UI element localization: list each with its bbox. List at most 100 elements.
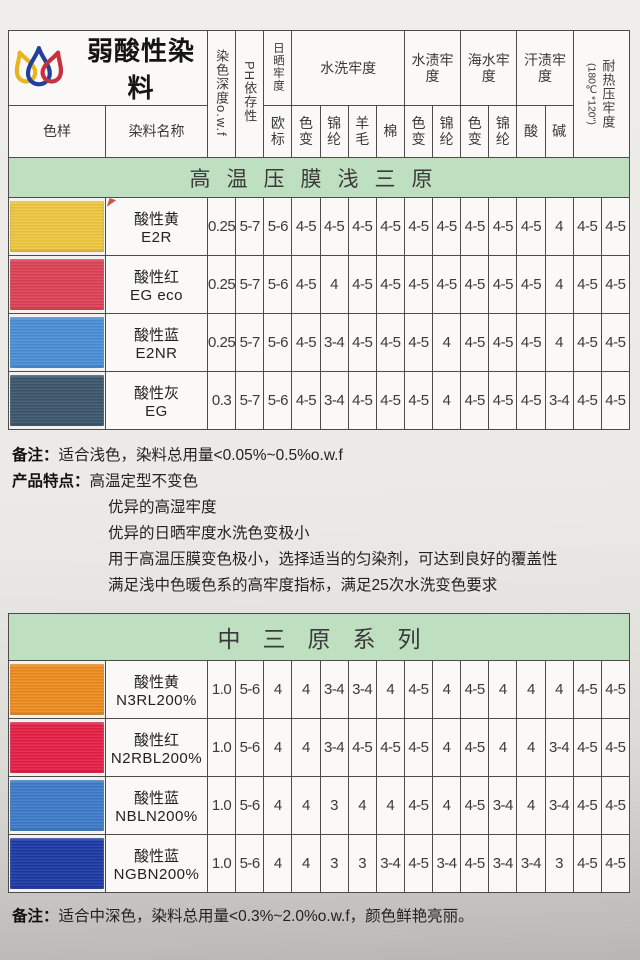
fastness-value: 4-5 xyxy=(600,776,631,835)
fastness-value: 4-5 xyxy=(291,255,321,314)
fabric-swatch xyxy=(10,780,104,831)
fastness-value: 4-5 xyxy=(347,197,377,256)
fastness-value: 3-4 xyxy=(544,718,574,777)
fastness-value: 4-5 xyxy=(291,197,321,256)
subcol-nylon: 锦纶 xyxy=(319,105,349,158)
subcol-cotton: 棉 xyxy=(375,105,405,158)
dye-table-1: 弱酸性染料 染色深度o.w.f PH依存性 日晒牢度 水洗牢度 水渍牢度 海水牢… xyxy=(7,30,631,430)
color-swatch-cell xyxy=(8,371,106,430)
table1-notes: 备注：适合浅色，染料总用量<0.05%~0.5%o.w.f 产品特点：高温定型不… xyxy=(8,430,632,613)
fastness-value: 4 xyxy=(319,255,349,314)
subcol-eu-standard: 欧标 xyxy=(263,105,293,158)
fastness-value: 5-6 xyxy=(263,197,293,256)
color-swatch-cell xyxy=(8,660,106,719)
fastness-value: 4-5 xyxy=(460,255,490,314)
table-row: 酸性红 EG eco 0.25 5-7 5-6 4-5 4 4-5 4-5 4-5 4-5 4-5 4-… xyxy=(8,255,631,314)
fastness-value: 3-4 xyxy=(319,371,349,430)
fastness-value: 3-4 xyxy=(544,776,574,835)
col-heatpress-fastness: (180℃*120") 耐热压牢度 xyxy=(572,30,631,158)
fastness-value: 5-7 xyxy=(235,313,265,372)
fastness-value: 4-5 xyxy=(600,197,631,256)
fastness-value: 4-5 xyxy=(572,660,602,719)
subcol-color-change: 色变 xyxy=(403,105,434,158)
fastness-value: 4 xyxy=(263,834,293,893)
color-swatch-cell xyxy=(8,834,106,893)
dye-name-cell: 酸性红 N2RBL200% xyxy=(105,718,208,777)
dye-name-cn: 酸性灰 xyxy=(134,384,180,402)
fastness-value: 4 xyxy=(291,776,321,835)
series-banner-2: 中三原系列 xyxy=(8,613,630,661)
dye-name-cell: 酸性黄 E2R xyxy=(104,197,209,256)
fastness-value: 4-5 xyxy=(403,313,434,372)
fastness-value: 4-5 xyxy=(347,718,377,777)
dye-name-cn: 酸性红 xyxy=(134,268,180,286)
features-line: 产品特点：高温定型不变色 xyxy=(12,469,630,495)
features-label: 产品特点： xyxy=(12,473,90,490)
col-sample: 色样 xyxy=(8,105,106,158)
feature-text: 用于高温压膜变色极小，选择适当的匀染剂，可达到良好的覆盖性 xyxy=(108,551,558,568)
table-row: 酸性蓝 E2NR 0.25 5-7 5-6 4-5 3-4 4-5 4-5 4-5 4 4-5 4-5 4… xyxy=(8,313,631,372)
fastness-value: 4 xyxy=(432,313,462,372)
fastness-value: 4-5 xyxy=(347,313,377,372)
fastness-value: 3-4 xyxy=(347,660,377,719)
dye-name-code: N2RBL200% xyxy=(110,749,203,767)
table-row: 酸性红 N2RBL200% 1.0 5-6 4 4 3-4 4-5 4-5 4-5 4 4-5 4 4 3-… xyxy=(8,718,631,777)
fastness-value: 4 xyxy=(431,660,462,719)
fastness-value: 5-6 xyxy=(263,255,293,314)
color-swatch-cell xyxy=(8,718,106,777)
dye-name-cell: 酸性蓝 NGBN200% xyxy=(105,834,208,893)
fastness-value: 3-4 xyxy=(488,834,518,893)
fastness-value: 4-5 xyxy=(291,313,321,372)
series-banner-1: 高温压膜浅三原 xyxy=(8,157,630,198)
fastness-value: 4-5 xyxy=(572,718,602,777)
table-row: 酸性黄 E2R 0.25 5-7 5-6 4-5 4-5 4-5 4-5 4-5 4-5 4-5 4-5… xyxy=(8,197,631,256)
fastness-value: 1.0 xyxy=(206,776,237,835)
dye-name-cell: 酸性蓝 E2NR xyxy=(104,313,209,372)
fastness-value: 4 xyxy=(263,660,293,719)
fastness-value: 5-7 xyxy=(235,371,265,430)
fabric-swatch xyxy=(10,375,104,426)
dye-name-cn: 酸性蓝 xyxy=(133,847,179,865)
table-row: 酸性蓝 NBLN200% 1.0 5-6 4 4 3 4 4 4-5 4 4-5 3-4 4 3-4 4-5 4… xyxy=(8,776,631,835)
col-wash-fastness: 水洗牢度 xyxy=(291,30,405,106)
table2-note: 备注：适合中深色，染料总用量<0.3%~2.0%o.w.f，颜色鲜艳亮丽。 xyxy=(8,893,632,929)
fastness-value: 4 xyxy=(375,660,405,719)
fastness-value: 5-7 xyxy=(235,255,265,314)
fabric-swatch xyxy=(10,259,104,310)
fastness-value: 5-6 xyxy=(235,834,265,893)
fastness-value: 4-5 xyxy=(375,255,405,314)
remark-text: 适合浅色，染料总用量<0.05%~0.5%o.w.f xyxy=(58,447,343,464)
subcol-color-change: 色变 xyxy=(291,105,321,158)
table-row: 酸性黄 N3RL200% 1.0 5-6 4 4 3-4 3-4 4 4-5 4 4-5 4 4 4 4-5 4… xyxy=(8,660,631,719)
fabric-swatch xyxy=(10,201,104,252)
fastness-value: 4 xyxy=(347,776,377,835)
col-perspiration-fastness: 汗渍牢度 xyxy=(516,30,574,106)
fastness-value: 4-5 xyxy=(460,660,490,719)
heatpress-condition: (180℃*120") xyxy=(585,63,598,125)
col-light-fastness: 日晒牢度 xyxy=(263,30,293,106)
fastness-value: 4-5 xyxy=(600,834,631,893)
fastness-value: 4-5 xyxy=(516,371,546,430)
dye-name-cn: 酸性黄 xyxy=(133,673,179,691)
fastness-value: 3-4 xyxy=(488,776,518,835)
col-dye-name: 染料名称 xyxy=(104,105,209,158)
table-row: 酸性灰 EG 0.3 5-7 5-6 4-5 3-4 4-5 4-5 4-5 4 4-5 4-5 4-5 3… xyxy=(8,371,631,430)
fastness-value: 4-5 xyxy=(600,255,631,314)
color-swatch-cell xyxy=(8,776,106,835)
fastness-value: 3-4 xyxy=(319,718,349,777)
feature-text: 高温定型不变色 xyxy=(89,473,199,490)
brand-title: 弱酸性染料 xyxy=(87,36,196,103)
fastness-value: 4-5 xyxy=(403,255,434,314)
fastness-value: 5-6 xyxy=(235,776,265,835)
fastness-value: 4-5 xyxy=(432,197,462,256)
fastness-value: 4 xyxy=(516,660,546,719)
fastness-value: 5-6 xyxy=(263,371,293,430)
brand-header-cell: 弱酸性染料 xyxy=(7,30,209,106)
fastness-value: 1.0 xyxy=(206,660,237,719)
color-swatch-cell xyxy=(8,313,106,372)
fastness-value: 4-5 xyxy=(488,197,518,256)
dye-name-code: E2R xyxy=(141,228,172,246)
fastness-value: 4-5 xyxy=(600,660,631,719)
fastness-value: 4-5 xyxy=(375,718,405,777)
fastness-value: 4-5 xyxy=(600,718,631,777)
